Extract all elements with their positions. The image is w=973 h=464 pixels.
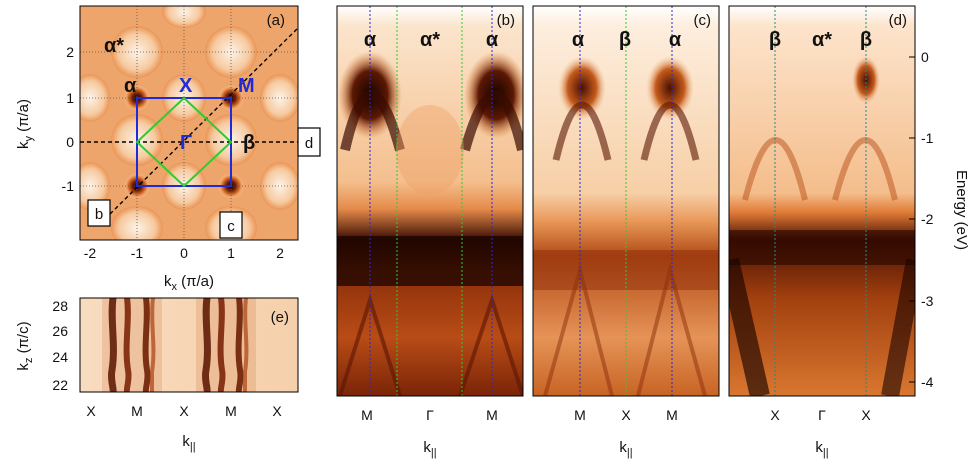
svg-text:24: 24	[52, 349, 68, 365]
panel-c-x-axis-label: k||	[619, 439, 632, 459]
svg-text:X: X	[86, 403, 96, 419]
panel-c-top-3: α	[669, 29, 682, 51]
panel-b-xtick-1: M	[361, 407, 373, 423]
cut-box-d: d	[297, 127, 321, 157]
svg-text:M: M	[131, 403, 143, 419]
panel-e-frame	[79, 297, 299, 393]
panel-c-top-2: β	[619, 29, 631, 51]
panel-c-xtick-1: M	[574, 407, 586, 423]
svg-text:28: 28	[52, 298, 68, 314]
panel-d-top-3: β	[860, 29, 872, 51]
energy-tick-3: -3	[921, 293, 934, 309]
panel-a-label: (a)	[267, 12, 285, 29]
svg-text:22: 22	[52, 377, 68, 393]
m-point-label: M	[238, 75, 255, 97]
panel-c-xtick-3: M	[666, 407, 678, 423]
svg-text:1: 1	[227, 245, 235, 261]
panel-d-xtick-2: Γ	[818, 407, 826, 423]
svg-text:2: 2	[276, 245, 284, 261]
svg-text:26: 26	[52, 323, 68, 339]
panel-d-label: (d)	[889, 12, 907, 29]
panel-b-top-3: α	[486, 29, 499, 51]
panel-b-label: (b)	[497, 12, 515, 29]
svg-text:X: X	[179, 403, 189, 419]
svg-text:d: d	[305, 135, 313, 152]
panel-d-frame	[728, 5, 916, 397]
energy-tick-4: -4	[921, 374, 934, 390]
panel-a-x-axis-label: kx (π/a)	[164, 273, 214, 293]
panel-c-xtick-2: X	[621, 407, 631, 423]
svg-text:1: 1	[66, 90, 74, 106]
panel-c-top-1: α	[572, 29, 585, 51]
panel-e-y-axis-label: kz (π/c)	[15, 321, 35, 370]
alpha-label: α	[124, 75, 137, 97]
panel-e-y-ticks: 28 26 24 22	[52, 298, 68, 393]
svg-text:M: M	[225, 403, 237, 419]
cut-box-b: b	[87, 199, 111, 227]
svg-text:0: 0	[180, 245, 188, 261]
panel-c: (c) α β α M X M k||	[532, 5, 720, 459]
svg-text:X: X	[272, 403, 282, 419]
svg-text:b: b	[95, 206, 103, 223]
svg-text:2: 2	[66, 44, 74, 60]
energy-tick-0: 0	[921, 49, 929, 65]
x-point-label: X	[179, 75, 193, 97]
folded-zone-diamond	[135, 96, 233, 188]
panel-b-xtick-2: Γ	[426, 407, 434, 423]
panel-e-x-axis-label: k||	[182, 433, 195, 453]
svg-text:-1: -1	[62, 178, 75, 194]
energy-axis-ticks	[909, 56, 915, 383]
panel-a: (a) α* α X M Γ β b c d -2 -1 0 1 2 2 1 0	[15, 5, 321, 293]
beta-label: β	[243, 132, 255, 154]
gamma-point-label: Γ	[180, 132, 192, 154]
panel-d-xtick-3: X	[861, 407, 871, 423]
panel-d-top-2: α*	[812, 29, 832, 51]
panel-e-x-ticks: X M X M X	[86, 403, 282, 419]
panel-d: (d) β α* β X Γ X k||	[728, 5, 916, 459]
svg-text:-1: -1	[131, 245, 144, 261]
panel-b-x-axis-label: k||	[423, 439, 436, 459]
diagonal-cut-line	[109, 27, 298, 215]
panel-d-x-axis-label: k||	[815, 439, 828, 459]
energy-axis: 0 -1 -2 -3 -4 Energy (eV)	[909, 49, 970, 390]
energy-tick-2: -2	[921, 211, 934, 227]
svg-text:c: c	[227, 218, 235, 235]
energy-tick-1: -1	[921, 130, 934, 146]
panel-c-frame	[532, 5, 720, 397]
panel-a-y-ticks: 2 1 0 -1	[62, 44, 75, 194]
panel-a-y-axis-label: ky (π/a)	[15, 99, 35, 149]
kz-stripes	[102, 298, 256, 392]
panel-a-frame	[79, 5, 299, 241]
panel-d-xtick-1: X	[770, 407, 780, 423]
svg-text:-2: -2	[84, 245, 97, 261]
cut-box-c: c	[219, 211, 243, 239]
energy-axis-label: Energy (eV)	[953, 170, 970, 250]
panel-e: (e) 28 26 24 22 X M X M X k|| kz (π/c)	[15, 297, 299, 453]
panel-b-xtick-3: M	[486, 407, 498, 423]
panel-b-top-1: α	[364, 29, 377, 51]
panel-b-frame	[336, 5, 524, 397]
alpha-star-label: α*	[104, 35, 124, 57]
panel-e-label: (e)	[271, 309, 289, 326]
panel-b: (b) α α* α M Γ M k||	[336, 5, 524, 459]
panel-c-label: (c)	[694, 12, 712, 29]
panel-a-x-ticks: -2 -1 0 1 2	[84, 245, 284, 261]
svg-text:0: 0	[66, 134, 74, 150]
panel-b-top-2: α*	[420, 29, 440, 51]
fermi-surface-blobs	[80, 6, 298, 240]
panel-d-top-1: β	[769, 29, 781, 51]
